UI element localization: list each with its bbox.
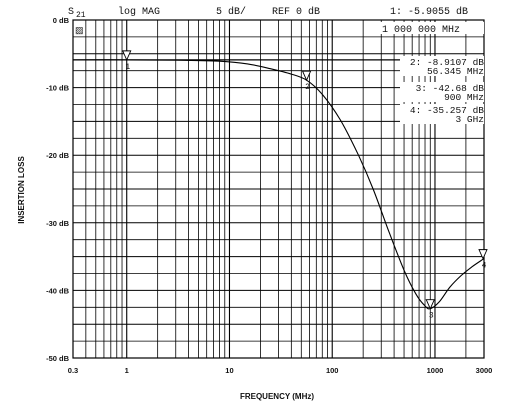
marker-1-label: 1 bbox=[125, 63, 130, 72]
param-sub: 21 bbox=[76, 11, 86, 20]
y-axis-title: INSERTION LOSS bbox=[17, 156, 26, 224]
marker2-bg bbox=[400, 56, 484, 76]
y-tick-label: 0 dB bbox=[53, 16, 70, 25]
plot-frame bbox=[72, 19, 485, 359]
scale-label: 5 dB/ bbox=[216, 6, 246, 18]
marker-4-label: 4 bbox=[482, 262, 487, 271]
marker4-value: 4: -35.257 dB bbox=[410, 105, 484, 116]
marker4-bg bbox=[400, 104, 484, 124]
marker4-freq: 3 GHz bbox=[455, 114, 484, 125]
x-tick-label: 1 bbox=[125, 366, 129, 375]
x-tick-label: 100 bbox=[326, 366, 339, 375]
marker-2-triangle bbox=[301, 70, 312, 82]
x-tick-labels: 0.3 1 10 100 1000 3000 bbox=[68, 366, 493, 375]
param-main: S bbox=[68, 7, 74, 18]
y-tick-label: -30 dB bbox=[46, 219, 70, 228]
format-label: log MAG bbox=[118, 6, 160, 18]
marker-3-triangle bbox=[425, 299, 435, 310]
y-tick-label: -50 dB bbox=[46, 354, 70, 363]
marker2-freq: 56.345 MHz bbox=[427, 66, 484, 77]
y-tick-label: -40 dB bbox=[46, 286, 70, 295]
marker1-freq: 1 000 000 MHz bbox=[382, 25, 460, 36]
marker-2-label: 2 bbox=[305, 83, 310, 92]
x-tick-label: 0.3 bbox=[68, 366, 78, 375]
y-tick-label: -20 dB bbox=[46, 151, 70, 160]
y-tick-label: -10 dB bbox=[46, 84, 70, 93]
x-tick-label: 10 bbox=[225, 366, 233, 375]
data-series-line bbox=[72, 59, 485, 310]
marker1-freq-bg bbox=[380, 22, 484, 34]
marker3-bg bbox=[400, 82, 484, 102]
marker3-freq: 900 MHz bbox=[444, 92, 484, 103]
marker-annotations: 2: -8.9107 dB 56.345 MHz 3: -42.68 dB 90… bbox=[400, 56, 484, 125]
marker-1-triangle bbox=[122, 50, 132, 61]
y-tick-labels: 0 dB -10 dB -20 dB -30 dB -40 dB -50 dB bbox=[46, 16, 70, 363]
ref-label: REF 0 dB bbox=[272, 6, 320, 18]
marker-3-label: 3 bbox=[429, 312, 434, 321]
marker2-value: 2: -8.9107 dB bbox=[410, 57, 484, 68]
marker3-value: 3: -42.68 dB bbox=[416, 83, 485, 94]
marker-symbols: 1 2 3 4 bbox=[122, 50, 488, 321]
flag-icon: ▨ bbox=[75, 25, 84, 35]
x-axis-title: FREQUENCY (MHz) bbox=[240, 392, 314, 401]
x-tick-label: 3000 bbox=[476, 366, 493, 375]
marker1-value: 1: -5.9055 dB bbox=[390, 6, 468, 18]
x-tick-label: 1000 bbox=[427, 366, 444, 375]
marker-4-triangle bbox=[478, 249, 488, 260]
